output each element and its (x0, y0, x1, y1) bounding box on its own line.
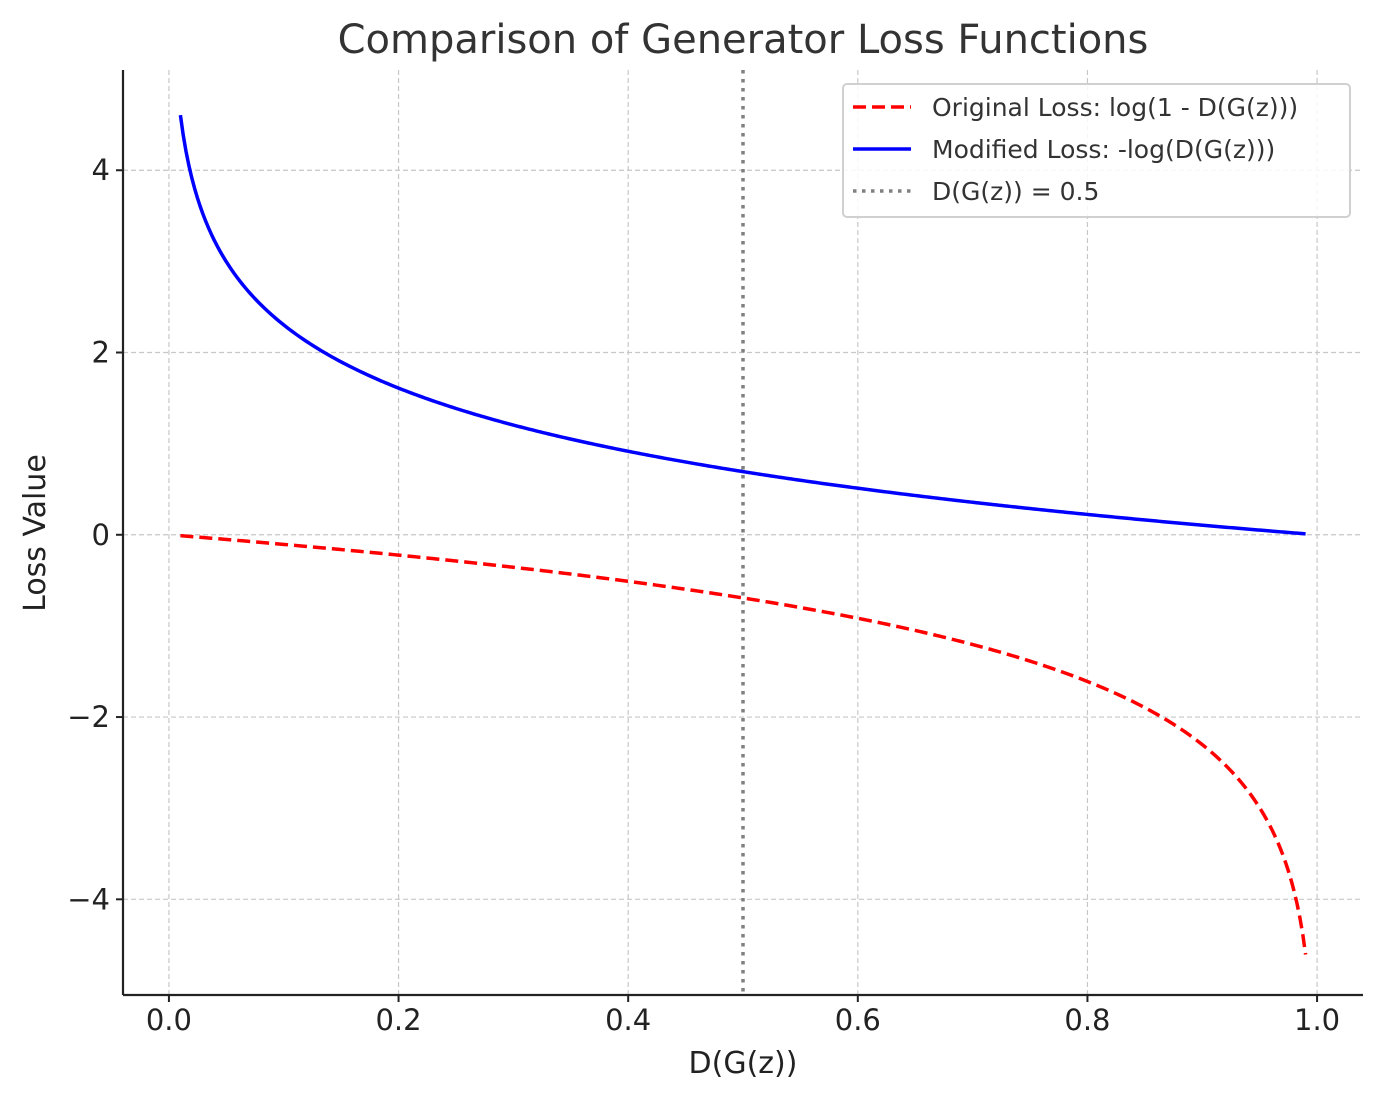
y-tick-label: 0 (92, 518, 110, 552)
y-tick-label: −4 (67, 882, 110, 916)
x-axis-label: D(G(z)) (689, 1046, 798, 1081)
series-original-loss (180, 533, 1308, 955)
y-tick-label: −2 (67, 700, 110, 734)
x-tick-label: 0.2 (375, 1003, 421, 1037)
x-tick-label: 0.8 (1064, 1003, 1110, 1037)
tick-labels: 0.0 0.2 0.4 0.6 0.8 1.0 −4 −2 0 2 4 (67, 153, 1340, 1037)
y-tick-label: 4 (92, 153, 110, 187)
chart-title: Comparison of Generator Loss Functions (338, 17, 1149, 63)
series-layer (178, 114, 1308, 955)
x-tick-label: 0.6 (835, 1003, 881, 1037)
x-tick-label: 0.4 (605, 1003, 651, 1037)
y-tick-label: 2 (92, 336, 110, 370)
y-axis-label: Loss Value (18, 454, 53, 612)
legend: Original Loss: log(1 - D(G(z))) Modified… (842, 83, 1351, 218)
legend-box (842, 83, 1351, 218)
series-modified-loss (178, 114, 1306, 536)
legend-label-reference-line: D(G(z)) = 0.5 (932, 177, 1099, 206)
legend-label-original-loss: Original Loss: log(1 - D(G(z))) (932, 93, 1298, 122)
x-tick-label: 0.0 (146, 1003, 192, 1037)
legend-label-modified-loss: Modified Loss: -log(D(G(z))) (932, 135, 1275, 164)
x-tick-label: 1.0 (1294, 1003, 1340, 1037)
axes (116, 70, 1363, 1002)
